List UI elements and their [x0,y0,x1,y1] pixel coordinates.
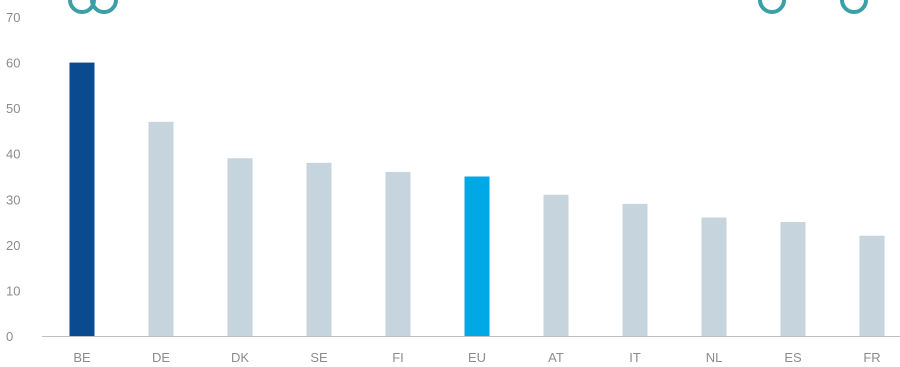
x-tick-label-se: SE [310,350,328,365]
y-tick-label: 70 [6,10,20,25]
x-tick-label-fr: FR [863,350,880,365]
bar-eu [464,176,490,336]
top-decoration [68,0,868,14]
bar-fi [385,171,411,336]
x-tick-label-it: IT [629,350,641,365]
bar-at [543,194,569,336]
bars [69,62,885,336]
bar-de [148,121,174,336]
y-tick-label: 0 [6,329,13,344]
bar-be [69,62,95,336]
y-tick-label: 30 [6,192,20,207]
bar-es [780,222,806,336]
bar-it [622,203,648,336]
y-axis: 0 10 20 30 40 50 60 70 [6,10,20,344]
x-tick-label-be: BE [73,350,91,365]
x-tick-label-de: DE [152,350,170,365]
y-tick-label: 60 [6,56,20,71]
bar-fr [859,235,885,336]
y-tick-label: 10 [6,283,20,298]
y-tick-label: 20 [6,238,20,253]
x-tick-label-at: AT [548,350,564,365]
y-tick-label: 50 [6,101,20,116]
x-axis: BE DE DK SE FI EU AT IT NL ES FR [42,336,900,365]
x-tick-label-es: ES [784,350,802,365]
x-tick-label-eu: EU [468,350,486,365]
x-tick-label-fi: FI [392,350,404,365]
x-tick-label-dk: DK [231,350,249,365]
bar-nl [701,217,727,336]
y-tick-label: 40 [6,147,20,162]
bar-se [306,162,332,336]
bar-dk [227,158,253,336]
x-tick-label-nl: NL [706,350,723,365]
